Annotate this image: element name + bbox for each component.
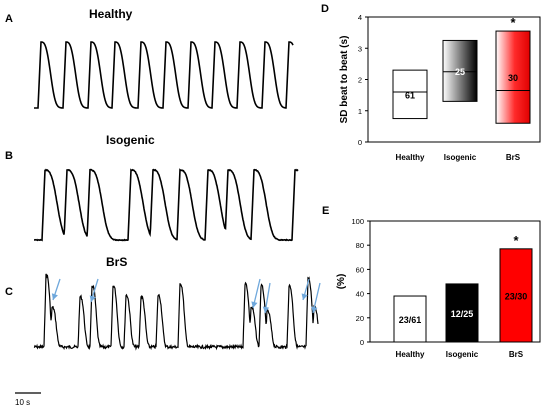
bar-isogenic [445, 283, 479, 343]
panel-d: D 0 1 2 3 4 SD beat to beat (s) 61 Healthy 25 Iso… [321, 3, 541, 162]
panel-e: E 0 20 40 60 80 100 (%) 23/61 Healthy 12/25 Isogen… [322, 205, 541, 359]
category-label: BrS [506, 153, 521, 162]
panel-e-label: E [322, 205, 329, 217]
significance-marker: * [513, 233, 519, 248]
box-healthy [392, 69, 428, 120]
y-tick-label: 60 [356, 265, 364, 274]
panel-b: B Isogenic [5, 133, 299, 242]
y-tick-label: 2 [358, 76, 362, 85]
box-brs [495, 30, 531, 124]
isogenic-trace [34, 168, 299, 242]
panel-d-label: D [321, 3, 329, 15]
healthy-trace [34, 41, 294, 109]
panel-a-title: Healthy [89, 7, 133, 21]
box-n-label: 61 [405, 90, 415, 100]
sd-beat-chart: 0 1 2 3 4 SD beat to beat (s) 61 Healthy 25 Isoge… [339, 13, 541, 162]
y-tick-label: 0 [358, 138, 362, 147]
arrow-head-3 [251, 301, 258, 308]
percent-chart: 0 20 40 60 80 100 (%) 23/61 Healthy 12/25 Isogenic… [336, 217, 541, 359]
box-isogenic [442, 39, 478, 102]
panel-b-label: B [5, 150, 13, 162]
panel-a-label: A [5, 13, 13, 25]
y-tick-label: 20 [356, 314, 364, 323]
category-label: BrS [509, 350, 524, 359]
panel-b-title: Isogenic [106, 133, 155, 147]
y-tick-label: 100 [351, 217, 364, 226]
y-tick-label: 3 [358, 44, 362, 53]
panel-c: C BrS [5, 255, 321, 351]
arrow-head-6 [311, 306, 318, 313]
scale-bar-label: 10 s [15, 398, 30, 407]
arrow-head-2 [89, 295, 96, 302]
category-label: Isogenic [444, 153, 477, 162]
arrow-head-1 [51, 293, 58, 300]
y-tick-label: 4 [358, 13, 362, 22]
category-label: Isogenic [446, 350, 479, 359]
y-tick-label: 1 [358, 107, 362, 116]
arrhythmia-arrows [51, 278, 321, 314]
panel-c-label: C [5, 286, 13, 298]
panel-a: A Healthy [5, 7, 294, 109]
bar-brs [499, 248, 533, 343]
y-tick-label: 0 [360, 338, 364, 347]
arrow-head-4 [262, 306, 270, 313]
bar-healthy [393, 295, 427, 343]
y-axis-label: SD beat to beat (s) [339, 36, 350, 124]
panel-c-title: BrS [106, 255, 127, 269]
y-tick-label: 80 [356, 241, 364, 250]
significance-marker: * [510, 15, 516, 30]
y-tick-label: 40 [356, 290, 364, 299]
bar-label: 23/61 [399, 315, 422, 325]
category-label: Healthy [396, 153, 425, 162]
category-label: Healthy [396, 350, 425, 359]
brs-trace [33, 273, 319, 351]
box-n-label: 30 [508, 73, 518, 83]
arrow-head-5 [301, 293, 308, 300]
bar-label: 23/30 [505, 291, 528, 301]
bar-label: 12/25 [451, 309, 474, 319]
scale-bar: 10 s [15, 392, 41, 407]
box-n-label: 25 [455, 67, 465, 77]
y-axis-label: (%) [336, 274, 347, 290]
